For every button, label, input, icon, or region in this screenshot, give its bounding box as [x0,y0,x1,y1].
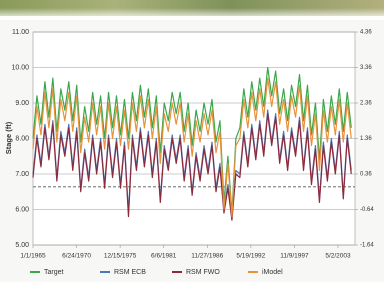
y-tick-label: 6.00 [15,206,29,213]
y2-tick-label: 0.36 [360,172,372,178]
y2-tick-label: 2.36 [360,101,372,107]
x-tick-label: 11/9/1997 [280,253,309,260]
x-tick-label: 6/6/1981 [151,253,177,260]
y-tick-label: 8.00 [15,135,29,142]
y2-tick-label: -0.64 [360,207,374,213]
x-tick-label: 5/19/1992 [236,253,265,260]
x-tick-label: 1/1/1965 [20,253,46,260]
y2-tick-label: 3.36 [360,65,372,71]
y2-tick-label: -1.64 [360,243,374,249]
x-tick-label: 12/15/1975 [104,253,137,260]
x-tick-label: 6/24/1970 [62,253,91,260]
y-tick-label: 9.00 [15,100,29,107]
y-axis-label: Stage (ft) [4,121,13,154]
header-fade [0,8,384,20]
x-tick-label: 11/27/1986 [191,253,223,260]
y-tick-label: 10.00 [11,64,29,71]
legend-label: Target [44,269,64,276]
chart: Stage (ft) 5.00 6.00 7.00 8.00 9.00 10.00 11.0… [0,0,384,282]
x-tick-label: 5/2/2003 [325,253,351,260]
y2-tick-label: 4.36 [360,30,372,36]
y-tick-label: 11.00 [12,29,29,36]
y-tick-label: 5.00 [15,242,29,249]
legend-label: iModel [262,269,283,276]
y-tick-label: 7.00 [15,171,29,178]
legend-label: RSM FWO [186,269,220,276]
y2-tick-label: 1.36 [360,136,372,142]
legend-label: RSM ECB [114,269,146,276]
